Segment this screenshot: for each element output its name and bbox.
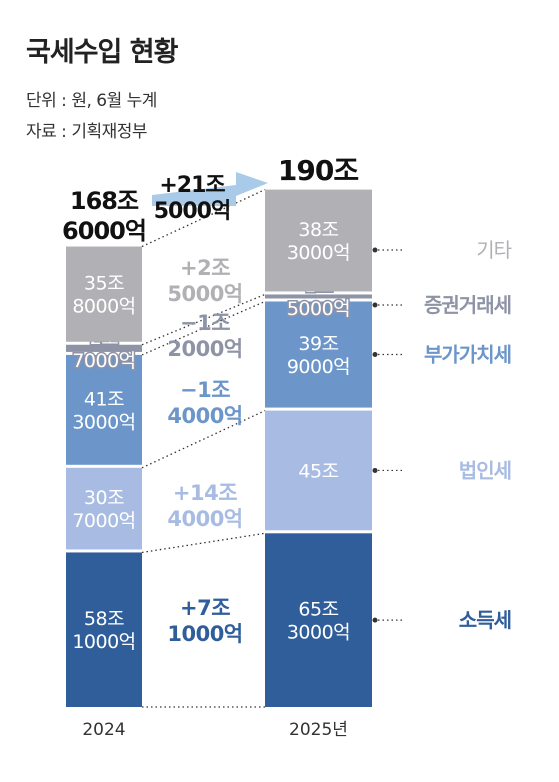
change-label: +14조 (173, 481, 237, 505)
legend-label: 법인세 (459, 458, 511, 482)
bar-value-label: 41조 (84, 388, 124, 410)
x-tick-label: 2024 (82, 720, 125, 740)
legend-label: 부가가치세 (424, 343, 511, 367)
total-label: 6000억 (62, 217, 146, 245)
bar-value-label: 8000억 (72, 296, 135, 318)
legend-label: 소득세 (459, 608, 511, 632)
increase-arrow (152, 172, 268, 206)
bar-segment (265, 301, 372, 408)
x-tick-label: 2025년 (289, 720, 348, 740)
change-label: 5000억 (167, 282, 242, 306)
total-label: 190조 (278, 154, 358, 187)
change-label: 2000억 (167, 337, 242, 361)
total-label: 168조 (70, 187, 139, 215)
bar-value-label: 5000억 (287, 298, 350, 320)
chart-title: 국세수입 현황 (26, 37, 178, 68)
bar-value-label: 35조 (84, 273, 124, 295)
bar-segment (265, 533, 372, 707)
bar-value-label: 7000억 (72, 510, 135, 532)
bar-value-label: 39조 (298, 333, 338, 355)
bar-value-label: 7000억 (72, 350, 135, 372)
change-label: −1조 (180, 311, 230, 335)
unit-note: 단위 : 원, 6월 누계 (26, 91, 157, 111)
legend-dot (372, 352, 378, 358)
bar-segment (66, 344, 142, 352)
bar-value-label: 3000억 (287, 622, 350, 644)
legend-dot (372, 467, 378, 473)
source-note: 자료 : 기획재정부 (26, 122, 148, 142)
bar-value-label: 58조 (84, 608, 124, 630)
legend-dot (372, 617, 378, 623)
bar-value-label: 3000억 (287, 242, 350, 264)
bar-value-label: 30조 (84, 487, 124, 509)
change-label: +2조 (180, 256, 230, 280)
bar-segment (66, 552, 142, 707)
bar-segment (265, 294, 372, 299)
bar-value-label: 65조 (298, 599, 338, 621)
total-change-label: +21조 (159, 173, 225, 198)
change-label: −1조 (180, 378, 230, 402)
connector-line (141, 189, 266, 248)
bar-segment (66, 246, 142, 342)
connector-line (141, 410, 266, 469)
legend-label: 증권거래세 (424, 293, 511, 317)
bar-segment (66, 467, 142, 550)
change-label: 1000억 (167, 622, 242, 646)
change-label: 4000억 (167, 507, 242, 531)
bar-value-label: 45조 (298, 460, 338, 482)
bar-segment (66, 354, 142, 465)
bar-value-label: 3000억 (72, 411, 135, 433)
bar-segment (265, 410, 372, 531)
total-change-label: 5000억 (154, 199, 230, 224)
legend-dot (372, 302, 378, 308)
legend-dot (372, 247, 378, 253)
change-label: +7조 (180, 596, 230, 620)
bar-value-label: 1000억 (72, 631, 135, 653)
bar-value-label: 38조 (298, 219, 338, 241)
bar-segment (265, 189, 372, 292)
connector-line (141, 532, 266, 554)
legend-label: 기타 (476, 238, 511, 262)
change-label: 4000억 (167, 404, 242, 428)
bar-value-label: 9000억 (287, 356, 350, 378)
